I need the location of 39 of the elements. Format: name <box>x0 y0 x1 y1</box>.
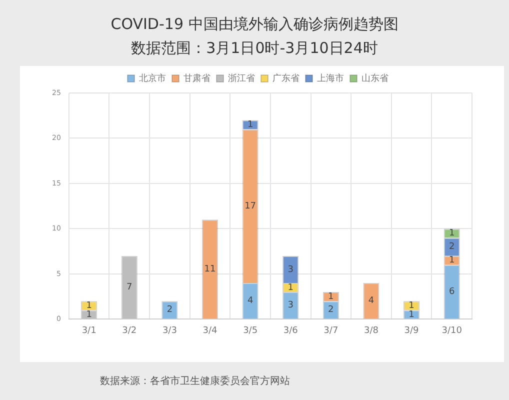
data-label: 17 <box>244 201 256 212</box>
chart-title: COVID-19 中国由境外输入确诊病例趋势图 <box>110 15 400 34</box>
data-label: 1 <box>328 292 334 302</box>
source-note: 数据来源：各省市卫生健康委员会官方网站 <box>100 374 290 388</box>
legend-label: 浙江省 <box>228 72 255 84</box>
x-tick-label: 3/10 <box>442 326 462 336</box>
data-label: 1 <box>408 300 414 311</box>
x-tick-label: 3/4 <box>202 326 218 336</box>
legend-label: 北京市 <box>139 72 166 84</box>
legend-label: 上海市 <box>317 72 344 84</box>
legend-label: 广东省 <box>272 72 300 84</box>
x-tick-label: 3/1 <box>82 326 96 336</box>
data-label: 2 <box>166 305 173 316</box>
x-tick-label: 3/6 <box>283 326 298 336</box>
x-tick-label: 3/2 <box>122 326 137 336</box>
data-label: 1 <box>448 256 455 266</box>
data-label: 3 <box>288 264 294 275</box>
data-label: 2 <box>448 242 455 252</box>
x-tick-label: 3/3 <box>162 326 177 336</box>
data-label: 1 <box>86 310 92 320</box>
legend-label: 甘肃省 <box>184 72 210 84</box>
data-label: 11 <box>204 264 216 275</box>
legend-label: 山东省 <box>362 72 388 84</box>
x-tick-label: 3/8 <box>364 326 379 336</box>
x-tick-label: 3/7 <box>324 326 338 336</box>
data-label: 7 <box>126 282 132 293</box>
x-tick-label: 3/5 <box>243 326 258 336</box>
data-label: 2 <box>328 305 334 316</box>
data-label: 1 <box>288 282 294 293</box>
data-label: 1 <box>247 120 254 130</box>
x-tick-label: 3/9 <box>404 326 420 336</box>
data-label: 1 <box>448 228 455 239</box>
data-label: 6 <box>448 287 455 298</box>
data-label: 1 <box>408 310 414 320</box>
data-label: 4 <box>368 296 374 306</box>
chart-subtitle: 数据范围：3月1日0时-3月10日24时 <box>130 39 379 58</box>
data-label: 1 <box>86 300 92 311</box>
data-label: 4 <box>247 296 254 306</box>
data-label: 3 <box>288 300 294 311</box>
